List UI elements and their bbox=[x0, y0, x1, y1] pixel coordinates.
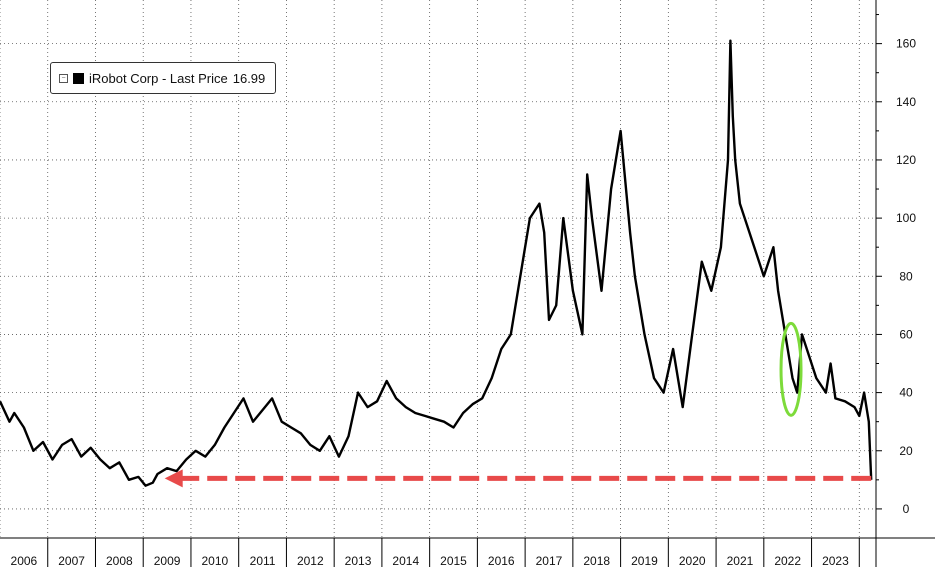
x-tick-label: 2019 bbox=[631, 554, 658, 567]
x-tick-label: 2017 bbox=[536, 554, 563, 567]
y-tick-label: 40 bbox=[899, 386, 913, 400]
x-tick-label: 2023 bbox=[822, 554, 849, 567]
y-tick-label: 140 bbox=[896, 95, 916, 109]
series-layer bbox=[0, 39, 873, 487]
x-tick-label: 2009 bbox=[154, 554, 181, 567]
x-tick-label: 2015 bbox=[440, 554, 467, 567]
x-tick-label: 2012 bbox=[297, 554, 324, 567]
x-tick-label: 2014 bbox=[392, 554, 419, 567]
x-tick-label: 2010 bbox=[201, 554, 228, 567]
y-tick-label: 100 bbox=[896, 211, 916, 225]
x-tick-label: 2006 bbox=[11, 554, 38, 567]
annotations bbox=[164, 321, 872, 488]
legend-last-value: 16.99 bbox=[232, 70, 266, 86]
support-arrow-head bbox=[164, 469, 183, 488]
x-tick-label: 2018 bbox=[583, 554, 610, 567]
x-tick-label: 2021 bbox=[727, 554, 754, 567]
x-tick-label: 2013 bbox=[345, 554, 372, 567]
price-line bbox=[0, 39, 873, 487]
x-tick-label: 2011 bbox=[250, 554, 276, 567]
y-tick-label: 80 bbox=[899, 269, 913, 283]
y-tick-label: 0 bbox=[903, 502, 910, 516]
x-tick-label: 2008 bbox=[106, 554, 133, 567]
highlight-ellipse bbox=[779, 321, 803, 417]
y-tick-label: 60 bbox=[899, 327, 913, 341]
x-tick-label: 2020 bbox=[679, 554, 706, 567]
y-tick-label: 160 bbox=[896, 37, 916, 51]
legend-label: iRobot Corp - Last Price bbox=[89, 70, 228, 86]
legend[interactable]: − iRobot Corp - Last Price 16.99 bbox=[50, 62, 277, 94]
x-tick-label: 2022 bbox=[774, 554, 801, 567]
x-tick-label: 2007 bbox=[58, 554, 85, 567]
y-tick-label: 120 bbox=[896, 153, 916, 167]
y-tick-label: 20 bbox=[899, 444, 913, 458]
x-tick-label: 2016 bbox=[488, 554, 515, 567]
legend-toggle-icon[interactable]: − bbox=[59, 73, 68, 83]
legend-swatch bbox=[73, 72, 84, 84]
